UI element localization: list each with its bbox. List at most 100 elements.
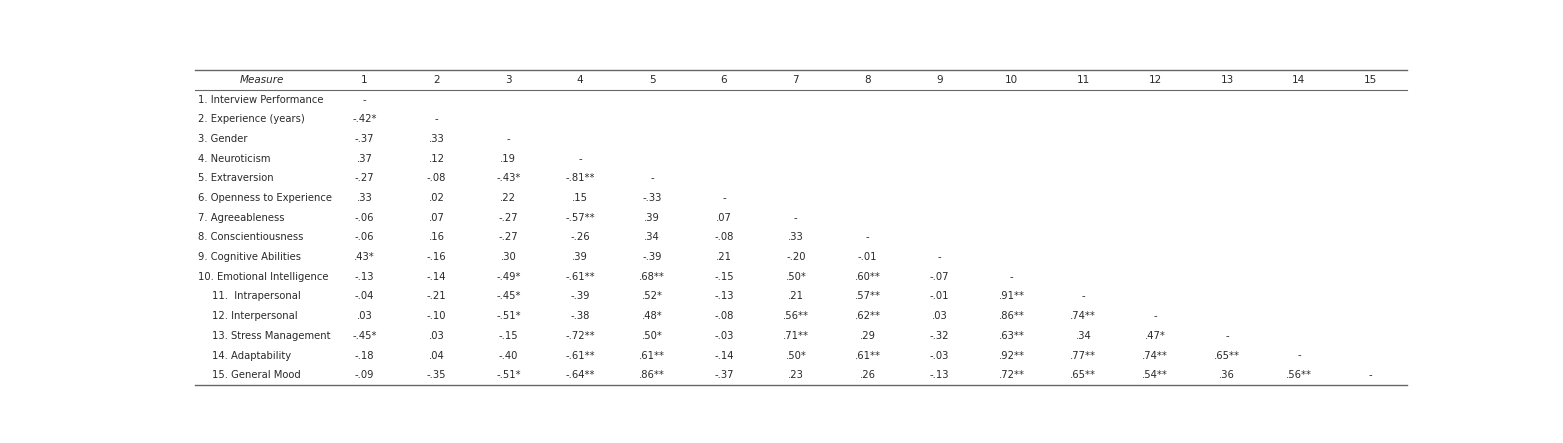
- Text: .12: .12: [428, 154, 444, 163]
- Text: -.42*: -.42*: [352, 114, 377, 124]
- Text: .86**: .86**: [639, 370, 664, 380]
- Text: .65**: .65**: [1071, 370, 1096, 380]
- Text: .04: .04: [428, 350, 444, 361]
- Text: 9: 9: [936, 75, 942, 85]
- Text: 15. General Mood: 15. General Mood: [213, 370, 302, 380]
- Text: .54**: .54**: [1143, 370, 1168, 380]
- Text: -.13: -.13: [930, 370, 949, 380]
- Text: .34: .34: [1075, 331, 1091, 341]
- Text: 3. Gender: 3. Gender: [199, 134, 249, 144]
- Text: -.27: -.27: [499, 233, 519, 242]
- Text: -.15: -.15: [714, 272, 733, 282]
- Text: 7. Agreeableness: 7. Agreeableness: [199, 213, 284, 223]
- Text: -.10: -.10: [427, 311, 445, 321]
- Text: 8. Conscientiousness: 8. Conscientiousness: [199, 233, 303, 242]
- Text: 11: 11: [1077, 75, 1089, 85]
- Text: -.04: -.04: [355, 291, 374, 301]
- Text: -.08: -.08: [427, 173, 445, 183]
- Text: .33: .33: [356, 193, 372, 203]
- Text: .21: .21: [716, 252, 731, 262]
- Text: .92**: .92**: [999, 350, 1024, 361]
- Text: 15: 15: [1364, 75, 1377, 85]
- Text: -: -: [1010, 272, 1013, 282]
- Text: 7: 7: [792, 75, 799, 85]
- Text: .86**: .86**: [999, 311, 1024, 321]
- Text: -.81**: -.81**: [566, 173, 596, 183]
- Text: .16: .16: [428, 233, 444, 242]
- Text: 2. Experience (years): 2. Experience (years): [199, 114, 305, 124]
- Text: -.27: -.27: [499, 213, 519, 223]
- Text: -.14: -.14: [427, 272, 445, 282]
- Text: -.39: -.39: [570, 291, 589, 301]
- Text: .74**: .74**: [1071, 311, 1096, 321]
- Text: -: -: [506, 134, 510, 144]
- Text: -.01: -.01: [858, 252, 877, 262]
- Text: -.14: -.14: [714, 350, 733, 361]
- Text: -.64**: -.64**: [566, 370, 596, 380]
- Text: 1. Interview Performance: 1. Interview Performance: [199, 95, 324, 105]
- Text: .03: .03: [428, 331, 444, 341]
- Text: -: -: [722, 193, 725, 203]
- Text: .22: .22: [500, 193, 516, 203]
- Text: .91**: .91**: [999, 291, 1024, 301]
- Text: -.03: -.03: [714, 331, 733, 341]
- Text: .63**: .63**: [999, 331, 1024, 341]
- Text: -.43*: -.43*: [495, 173, 520, 183]
- Text: -: -: [578, 154, 581, 163]
- Text: -.72**: -.72**: [566, 331, 596, 341]
- Text: -.61**: -.61**: [566, 350, 596, 361]
- Text: .43*: .43*: [355, 252, 375, 262]
- Text: .50*: .50*: [785, 350, 807, 361]
- Text: 4. Neuroticism: 4. Neuroticism: [199, 154, 270, 163]
- Text: .21: .21: [788, 291, 803, 301]
- Text: .72**: .72**: [999, 370, 1024, 380]
- Text: Measure: Measure: [239, 75, 284, 85]
- Text: -.13: -.13: [355, 272, 375, 282]
- Text: 6. Openness to Experience: 6. Openness to Experience: [199, 193, 333, 203]
- Text: .48*: .48*: [642, 311, 663, 321]
- Text: -.07: -.07: [930, 272, 949, 282]
- Text: .26: .26: [860, 370, 875, 380]
- Text: .50*: .50*: [785, 272, 807, 282]
- Text: 4: 4: [577, 75, 583, 85]
- Text: .62**: .62**: [855, 311, 880, 321]
- Text: 11.  Intrapersonal: 11. Intrapersonal: [213, 291, 302, 301]
- Text: .47*: .47*: [1144, 331, 1166, 341]
- Text: .50*: .50*: [642, 331, 663, 341]
- Text: .57**: .57**: [855, 291, 880, 301]
- Text: 5: 5: [649, 75, 655, 85]
- Text: 6: 6: [721, 75, 727, 85]
- Text: .33: .33: [788, 233, 803, 242]
- Text: -.39: -.39: [642, 252, 661, 262]
- Text: .74**: .74**: [1143, 350, 1168, 361]
- Text: .71**: .71**: [783, 331, 808, 341]
- Text: .07: .07: [428, 213, 444, 223]
- Text: -.06: -.06: [355, 213, 375, 223]
- Text: .56**: .56**: [783, 311, 808, 321]
- Text: -.18: -.18: [355, 350, 375, 361]
- Text: -: -: [1082, 291, 1085, 301]
- Text: -.26: -.26: [570, 233, 589, 242]
- Text: 13. Stress Management: 13. Stress Management: [213, 331, 331, 341]
- Text: -.61**: -.61**: [566, 272, 596, 282]
- Text: -.51*: -.51*: [495, 370, 520, 380]
- Text: 13: 13: [1221, 75, 1233, 85]
- Text: -: -: [363, 95, 366, 105]
- Text: -: -: [1369, 370, 1372, 380]
- Text: .34: .34: [644, 233, 660, 242]
- Text: -: -: [1297, 350, 1300, 361]
- Text: 10. Emotional Intelligence: 10. Emotional Intelligence: [199, 272, 328, 282]
- Text: .07: .07: [716, 213, 731, 223]
- Text: 1: 1: [361, 75, 367, 85]
- Text: -.45*: -.45*: [495, 291, 520, 301]
- Text: .68**: .68**: [639, 272, 664, 282]
- Text: -.35: -.35: [427, 370, 445, 380]
- Text: -.57**: -.57**: [566, 213, 596, 223]
- Text: -.06: -.06: [355, 233, 375, 242]
- Text: .77**: .77**: [1071, 350, 1096, 361]
- Text: .03: .03: [932, 311, 947, 321]
- Text: 14: 14: [1293, 75, 1305, 85]
- Text: -.16: -.16: [427, 252, 447, 262]
- Text: .23: .23: [788, 370, 803, 380]
- Text: -.37: -.37: [355, 134, 375, 144]
